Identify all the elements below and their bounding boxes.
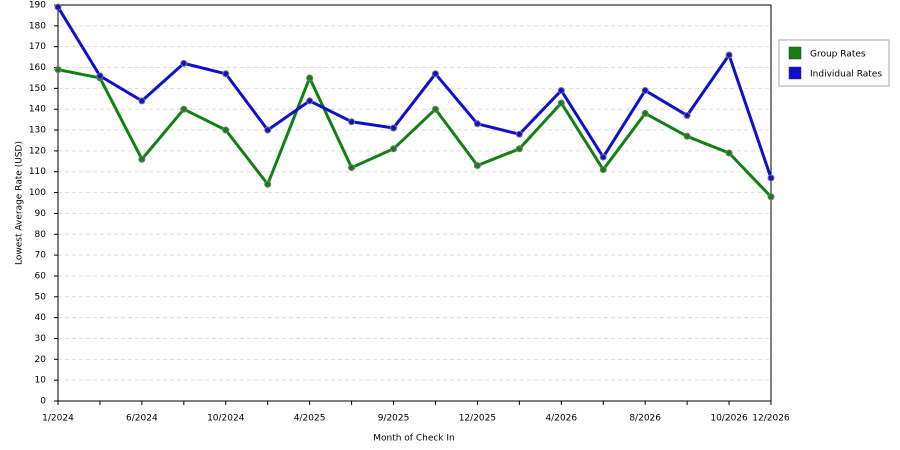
- y-tick-label: 80: [35, 230, 47, 240]
- point: [54, 3, 62, 11]
- point: [515, 145, 523, 153]
- x-tick-label: 10/2026: [710, 414, 748, 424]
- legend-swatch: [788, 66, 802, 80]
- point: [557, 99, 565, 107]
- x-tick-label: 12/2026: [752, 414, 790, 424]
- y-tick-label: 70: [35, 251, 47, 261]
- x-tick-label: 1/2024: [42, 414, 74, 424]
- point: [264, 180, 272, 188]
- plot-frame: [57, 4, 772, 402]
- point: [180, 105, 188, 113]
- x-axis-title: Month of Check In: [373, 434, 455, 444]
- point: [473, 161, 481, 169]
- point: [390, 124, 398, 132]
- legend-label: Individual Rates: [810, 70, 882, 80]
- y-tick-label: 180: [29, 21, 46, 31]
- x-tick-label: 9/2025: [378, 414, 410, 424]
- point: [725, 149, 733, 157]
- y-tick-label: 170: [29, 42, 46, 52]
- y-tick-label: 110: [29, 167, 46, 177]
- point: [96, 72, 104, 80]
- series-line: [57, 68, 773, 198]
- y-tick-label: 120: [29, 146, 46, 156]
- point: [348, 164, 356, 172]
- y-tick-label: 140: [29, 105, 46, 115]
- y-tick-label: 30: [35, 334, 47, 344]
- y-tick-label: 130: [29, 126, 46, 136]
- point: [264, 126, 272, 134]
- point: [306, 97, 314, 105]
- point: [473, 120, 481, 128]
- series-line: [56, 6, 773, 179]
- point: [683, 111, 691, 119]
- y-tick-label: 50: [35, 292, 47, 302]
- point: [138, 155, 146, 163]
- point: [431, 105, 439, 113]
- point: [348, 118, 356, 126]
- legend-swatch: [788, 46, 802, 60]
- point: [599, 153, 607, 161]
- x-tick-label: 10/2024: [207, 414, 245, 424]
- y-tick-label: 100: [29, 188, 46, 198]
- point: [306, 74, 314, 82]
- x-tick-label: 4/2026: [545, 414, 577, 424]
- point: [222, 70, 230, 78]
- point: [138, 97, 146, 105]
- y-tick-label: 150: [29, 84, 46, 94]
- point: [431, 70, 439, 78]
- x-tick-label: 6/2024: [126, 414, 158, 424]
- x-tick-label: 4/2025: [294, 414, 326, 424]
- point: [725, 51, 733, 59]
- x-tick-label: 8/2026: [629, 414, 661, 424]
- point: [767, 193, 775, 201]
- y-tick-label: 160: [29, 63, 46, 73]
- point: [767, 174, 775, 182]
- point: [641, 109, 649, 117]
- point: [557, 86, 565, 94]
- y-tick-label: 10: [35, 376, 47, 386]
- legend-label: Group Rates: [810, 50, 866, 60]
- point: [683, 132, 691, 140]
- point: [390, 145, 398, 153]
- point: [599, 166, 607, 174]
- y-axis-title: Lowest Average Rate (USD): [15, 141, 25, 265]
- y-tick-label: 60: [35, 271, 47, 281]
- point: [515, 130, 523, 138]
- y-tick-label: 90: [35, 209, 47, 219]
- y-tick-label: 20: [35, 355, 47, 365]
- x-tick-label: 12/2025: [459, 414, 496, 424]
- y-tick-label: 0: [40, 397, 46, 407]
- y-tick-label: 190: [29, 1, 46, 11]
- point: [54, 66, 62, 74]
- point: [222, 126, 230, 134]
- point: [180, 59, 188, 67]
- point: [641, 86, 649, 94]
- y-tick-label: 40: [35, 313, 47, 323]
